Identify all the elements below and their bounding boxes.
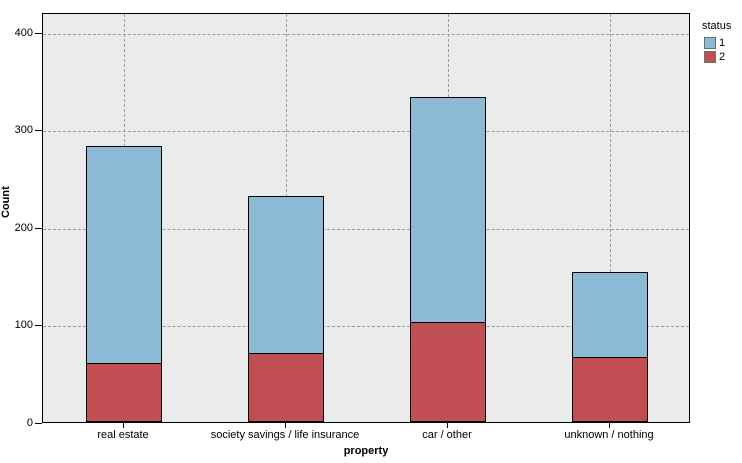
x-tick-mark	[447, 423, 448, 428]
bar-real-estate	[86, 146, 162, 422]
bar-segment-status-2	[86, 363, 162, 422]
bar-unknown-nothing	[572, 272, 648, 422]
gridline-horizontal	[43, 33, 689, 35]
x-tick-label: real estate	[97, 429, 149, 441]
y-tick-mark	[35, 130, 42, 132]
y-tick-mark	[35, 423, 42, 424]
bar-segment-status-2	[248, 353, 324, 422]
y-tick-mark	[35, 325, 42, 327]
bar-segment-status-2	[572, 357, 648, 422]
x-tick-label: unknown / nothing	[564, 429, 654, 441]
x-tick-mark	[123, 423, 124, 428]
gridline-horizontal	[43, 131, 689, 133]
y-tick-label: 300	[14, 124, 33, 137]
y-tick-mark	[35, 32, 42, 34]
legend-title: status	[702, 20, 732, 32]
bar-segment-status-2	[410, 322, 486, 422]
x-tick-mark	[609, 423, 610, 428]
gridline-horizontal	[43, 228, 689, 230]
bar-car-other	[410, 97, 486, 422]
legend-swatch	[704, 51, 716, 63]
legend-item-status-2: 2	[704, 51, 731, 63]
y-tick-mark	[35, 227, 42, 229]
y-tick-label: 400	[14, 26, 33, 39]
y-tick-label: 0	[26, 417, 33, 429]
bar-segment-status-1	[248, 196, 324, 354]
bar-segment-status-1	[86, 146, 162, 364]
y-tick-label: 200	[14, 221, 33, 234]
legend-swatch	[704, 37, 716, 49]
bar-segment-status-1	[410, 97, 486, 323]
plot-area	[42, 13, 690, 423]
x-axis-title: property	[343, 445, 389, 457]
y-tick-label: 100	[14, 319, 33, 332]
y-axis-title: Count	[0, 186, 12, 218]
gridline-horizontal	[43, 326, 689, 328]
legend-item-status-1: 1	[704, 37, 731, 49]
bar-society-savings-life-insurance	[248, 196, 324, 422]
x-tick-label: society savings / life insurance	[210, 429, 360, 441]
legend-item-label: 2	[719, 51, 726, 63]
x-tick-label: car / other	[422, 429, 472, 441]
bar-segment-status-1	[572, 272, 648, 358]
x-tick-mark	[285, 423, 286, 428]
legend-item-label: 1	[719, 37, 726, 49]
gridline-vertical	[610, 14, 611, 422]
